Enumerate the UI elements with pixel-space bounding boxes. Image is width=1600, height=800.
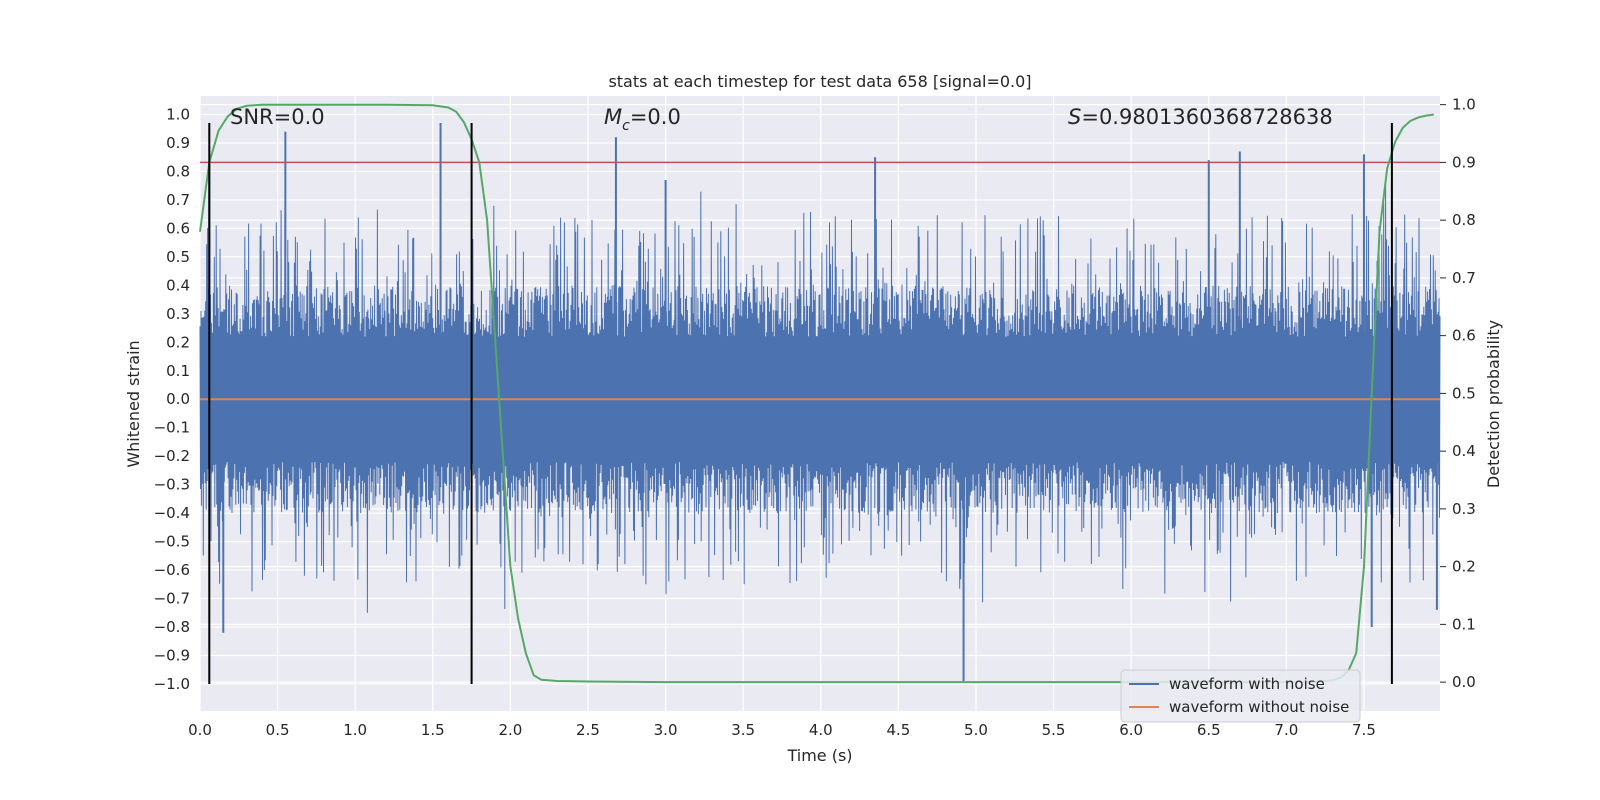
x-tick-label: 5.5 [1042, 721, 1066, 739]
y-left-tick-label: 0.0 [166, 390, 190, 408]
y-right-tick-label: 0.2 [1452, 558, 1476, 576]
y-left-tick-label: 0.7 [166, 191, 190, 209]
x-tick-label: 1.5 [421, 721, 445, 739]
ticks: 0.0 0.5 1.0 1.5 2.0 2.5 3.0 3.5 4.0 4.5 5.0 5.5 6.0 6… [154, 96, 1476, 739]
detection-probability-line [199, 103, 1434, 684]
y-left-tick-label: −0.1 [154, 419, 190, 437]
y-left-tick-label: −0.3 [154, 476, 190, 494]
y-axis-left-label: Whitened strain [124, 340, 143, 467]
y-left-tick-label: 1.0 [166, 106, 190, 124]
y-left-tick-label: 0.3 [166, 305, 190, 323]
chirp-mass-symbol: M [604, 105, 622, 129]
x-tick-label: 3.5 [731, 721, 755, 739]
y-axis-right-label: Detection probability [1484, 320, 1503, 488]
y-left-tick-label: 0.8 [166, 162, 190, 180]
x-tick-label: 2.0 [498, 721, 522, 739]
chirp-mass-annotation: Mc=0.0 [604, 105, 681, 134]
x-tick-label: 4.5 [886, 721, 910, 739]
x-axis-label: Time (s) [786, 746, 852, 765]
x-tick-label: 4.0 [809, 721, 833, 739]
x-tick-label: 6.0 [1119, 721, 1143, 739]
y-right-tick-label: 0.5 [1452, 384, 1476, 402]
legend-label-clean: waveform without noise [1169, 698, 1349, 716]
y-right-tick-label: 0.8 [1452, 211, 1476, 229]
y-left-tick-label: −0.2 [154, 447, 190, 465]
y-right-tick-label: 0.9 [1452, 153, 1476, 171]
y-left-tick-label: −0.5 [154, 533, 190, 551]
y-left-tick-label: 0.4 [166, 276, 190, 294]
y-left-tick-label: −0.8 [154, 618, 190, 636]
y-left-tick-label: −0.7 [154, 590, 190, 608]
score-value: =0.9801360368728638 [1081, 105, 1332, 129]
y-right-tick-label: 0.7 [1452, 269, 1476, 287]
y-left-tick-label: −1.0 [154, 675, 190, 693]
x-tick-label: 0.0 [188, 721, 212, 739]
y-left-tick-label: 0.9 [166, 134, 190, 152]
y-right-tick-label: 0.3 [1452, 500, 1476, 518]
y-right-tick-label: 0.1 [1452, 615, 1476, 633]
x-tick-label: 7.5 [1352, 721, 1376, 739]
y-left-tick-label: 0.6 [166, 219, 190, 237]
x-tick-label: 2.5 [576, 721, 600, 739]
y-left-tick-label: −0.4 [154, 504, 190, 522]
y-right-tick-label: 0.4 [1452, 442, 1476, 460]
waveform-with-noise-line [199, 185, 1441, 613]
y-left-tick-label: −0.9 [154, 646, 190, 664]
y-right-tick-label: 0.0 [1452, 673, 1476, 691]
chirp-mass-value: =0.0 [630, 105, 681, 129]
y-right-tick-label: 1.0 [1452, 96, 1476, 114]
legend-box [1120, 669, 1361, 723]
series-layer [199, 103, 1441, 684]
y-left-tick-label: 0.5 [166, 248, 190, 266]
y-right-tick-label: 0.6 [1452, 327, 1476, 345]
chirp-mass-subscript: c [622, 118, 630, 134]
x-tick-label: 6.5 [1197, 721, 1221, 739]
y-left-tick-label: 0.1 [166, 362, 190, 380]
legend-label-noise: waveform with noise [1169, 675, 1325, 693]
score-annotation: S=0.9801360368728638 [1068, 105, 1333, 129]
legend: waveform with noise waveform without noi… [1120, 669, 1361, 723]
y-left-tick-label: 0.2 [166, 333, 190, 351]
chart-title: stats at each timestep for test data 658… [608, 72, 1031, 91]
x-tick-label: 0.5 [266, 721, 290, 739]
x-tick-label: 1.0 [343, 721, 367, 739]
x-tick-label: 3.0 [654, 721, 678, 739]
x-tick-label: 5.0 [964, 721, 988, 739]
snr-annotation: SNR=0.0 [230, 105, 325, 129]
x-tick-label: 7.0 [1274, 721, 1298, 739]
score-symbol: S [1068, 105, 1081, 129]
y-left-tick-label: −0.6 [154, 561, 190, 579]
